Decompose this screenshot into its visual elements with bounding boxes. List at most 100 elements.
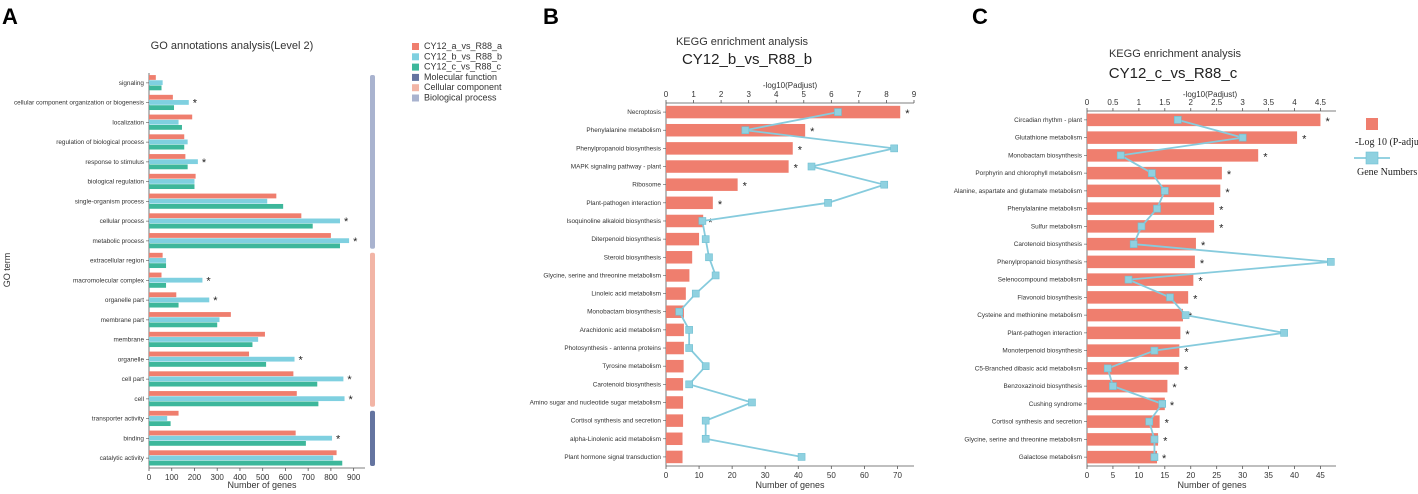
panel-a-x-tick-label: 800 (324, 473, 338, 482)
panel-c-category-label: Carotenoid biosynthesis (1014, 241, 1082, 248)
panel-a-bar-2 (149, 139, 188, 145)
panel-a-group-strip (370, 75, 375, 249)
panel-a-group-strip (370, 410, 375, 466)
panel-c-gene-number-marker (1150, 346, 1159, 355)
panel-c-top-tick-label: 0 (1085, 98, 1090, 107)
panel-a-bar-3 (149, 282, 167, 288)
panel-a-bar-2 (149, 455, 334, 461)
panel-a-bar-1 (149, 114, 193, 120)
panel-b-category-label: Tyrosine metabolism (602, 363, 661, 370)
panel-b-bar (666, 232, 700, 246)
panel-a-title: GO annotations analysis(Level 2) (151, 40, 314, 52)
panel-c-bottom-tick-label: 30 (1238, 471, 1247, 480)
panel-c-legend: -Log 10 (P-adjust) Gene Numbers (1354, 118, 1418, 178)
panel-c-category-label: Alanine, aspartate and glutamate metabol… (954, 188, 1082, 195)
panel-c-gene-number-marker (1238, 133, 1247, 142)
panel-a-bar-2 (149, 277, 203, 283)
panel-b-bar (666, 378, 684, 391)
panel-c-gene-number-marker (1103, 364, 1112, 373)
panel-b-category-label: Amino sugar and nucleotide sugar metabol… (530, 399, 661, 406)
panel-a-bar-3 (149, 342, 253, 348)
panel-b-bar (666, 341, 684, 355)
panel-b-gene-number-marker (834, 108, 842, 116)
panel-a-bar-2 (149, 218, 340, 224)
panel-a-legend-label: CY12_c_vs_R88_c (424, 62, 502, 72)
panel-a-bar-1 (149, 233, 331, 238)
panel-c-significance-star: * (1188, 311, 1193, 323)
panel-a-bar-1 (149, 213, 302, 219)
panel-c-category-label: Glutathione metabolism (1015, 135, 1082, 142)
panel-b-top-tick-label: 9 (912, 90, 917, 99)
panel-c-category-label: Sulfur metabolism (1031, 223, 1082, 230)
panel-a-category-label: biological regulation (88, 179, 145, 186)
panel-b-top-tick-label: 1 (691, 90, 696, 99)
panel-c-bar (1087, 362, 1179, 375)
panel-b-title: KEGG enrichment analysis (676, 36, 809, 48)
panel-c-category-label: Selenocompound metabolism (998, 277, 1082, 284)
panel-b-significance-star: * (810, 126, 815, 138)
panel-b-significance-star: * (708, 217, 713, 229)
panel-c-significance-star: * (1162, 453, 1167, 465)
panel-b-top-axis-label: -log10(Padjust) (763, 81, 818, 90)
panel-a-bar-1 (149, 154, 186, 159)
panel-c-significance-star: * (1325, 116, 1330, 128)
panel-b-category-label: alpha-Linolenic acid metabolism (570, 436, 661, 443)
panel-a-bar-1 (149, 351, 250, 357)
panel-a-category-label: cell (134, 396, 144, 403)
panel-c-gene-number-marker (1153, 204, 1161, 213)
panel-a-legend-label: Biological process (424, 93, 497, 103)
panel-a-bar-1 (149, 252, 163, 258)
panel-a-bar-1 (149, 391, 297, 396)
panel-c-top-axis-label: -log10(Padjust) (1183, 90, 1238, 99)
panel-a-bar-2 (149, 416, 168, 421)
panel-c-category-label: Glycine, serine and threonine metabolism (964, 436, 1082, 443)
panel-c-category-label: Monoterpenoid biosynthesis (1002, 348, 1082, 355)
panel-b-gene-number-marker (824, 199, 832, 207)
panel-c-gene-number-marker (1327, 258, 1335, 266)
panel-b-gene-number-marker (711, 271, 720, 280)
panel-a-bar-3 (149, 144, 185, 150)
panel-b-bottom-tick-label: 70 (893, 471, 902, 480)
panel-c-top-tick-label: 4.5 (1315, 98, 1327, 107)
panel-a-bar-2 (149, 337, 259, 342)
panel-a-bar-3 (149, 263, 167, 269)
panel-b-top-tick-label: 5 (802, 90, 807, 99)
panel-c-gene-number-marker (1280, 329, 1288, 337)
panel-b-bottom-tick-label: 40 (794, 471, 803, 480)
panel-b-gene-number-marker (890, 144, 898, 153)
panel-a-bar-1 (149, 410, 179, 416)
panel-c-significance-star: * (1172, 382, 1177, 394)
panel-a-bar-3 (149, 243, 340, 249)
panel-a-bar-2 (149, 80, 163, 86)
panel-c-gene-number-marker (1148, 169, 1156, 177)
panel-c-bottom-tick-label: 0 (1085, 471, 1090, 480)
panel-b-category-label: Arachidonic acid metabolism (580, 327, 661, 334)
panel-b-bar (666, 432, 683, 446)
panel-a-significance-star: * (349, 394, 354, 406)
panel-b-category-label: Necroptosis (627, 109, 661, 116)
panel-c-bottom-tick-label: 35 (1264, 471, 1273, 480)
panel-b-significance-star: * (798, 144, 803, 156)
panel-a-group-strip (370, 252, 375, 407)
panel-b-bottom-tick-label: 10 (695, 471, 704, 480)
panel-a-category-label: macromolecular complex (73, 277, 145, 284)
panel-a-significance-star: * (193, 98, 198, 110)
panel-b-significance-star: * (794, 163, 799, 175)
panel-b-xlabel: Number of genes (755, 480, 825, 490)
panel-c-bottom-tick-label: 25 (1212, 471, 1221, 480)
panel-c-significance-star: * (1201, 240, 1206, 252)
panel-b-plot: 0 1 2 3 4 5 6 7 8 9 0 10 20 30 40 50 60 70 Necroptosis * Phe… (530, 90, 917, 480)
panel-c-gene-number-marker (1109, 382, 1117, 390)
panel-c-significance-star: * (1225, 187, 1230, 199)
panel-a-category-label: organelle (118, 356, 145, 363)
panel-a-category-label: metabolic process (92, 238, 144, 245)
panel-c-bottom-tick-label: 10 (1134, 471, 1143, 480)
panel-a-bar-2 (149, 198, 268, 204)
panel-b-category-label: Ribosome (632, 182, 661, 189)
panel-a-bar-1 (149, 134, 185, 140)
panel-a-legend-swatch (412, 73, 419, 81)
panel-c-bar (1087, 308, 1183, 322)
panel-a-category-label: localization (112, 119, 144, 126)
panel-c-gene-number-marker (1150, 453, 1159, 461)
